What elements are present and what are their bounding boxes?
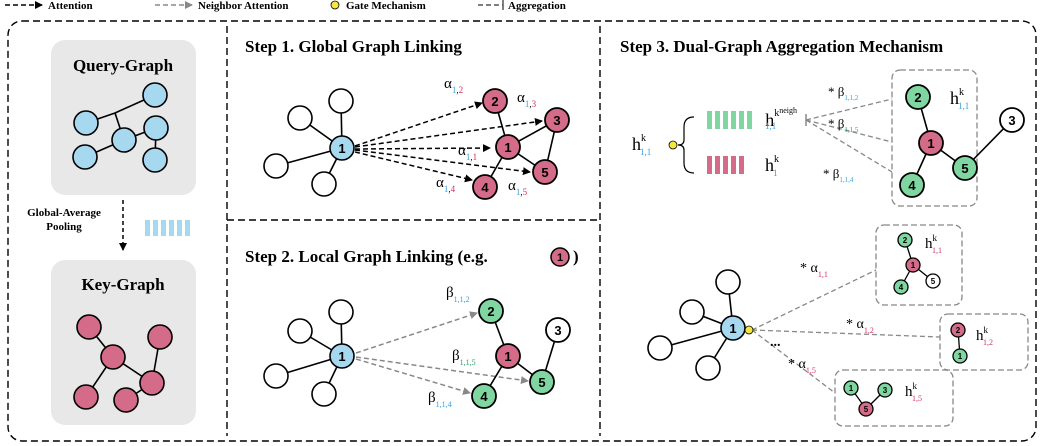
step2-panel: Step 2. Local Graph Linking (e.g. 1 ) 1 [245,247,579,409]
svg-text:* α1,5: * α1,5 [788,357,816,375]
step3-ellipsis: ... [770,335,781,350]
svg-text:1: 1 [338,349,345,364]
step1-title: Step 1. Global Graph Linking [245,37,462,56]
svg-text:α1,4: α1,4 [436,175,456,194]
legend-attention: Attention [48,0,93,12]
svg-text:1: 1 [504,349,511,364]
svg-text:1: 1 [338,141,345,156]
left-panel: Query-Graph Global-Average Pooling [27,40,196,425]
svg-text:α1,5: α1,5 [508,178,528,197]
svg-text:4: 4 [899,283,904,292]
step3-box-a [875,224,963,306]
step3-panel: Step 3. Dual-Graph Aggregation Mechanism… [620,37,1029,427]
svg-text:β1,1,5: β1,1,5 [452,348,476,367]
svg-text:1: 1 [927,136,934,151]
legend: Attention Neighbor Attention Gate Mechan… [5,0,566,12]
svg-text:3: 3 [553,113,560,128]
step3-query-graph [647,269,741,381]
pooling-label-1: Global-Average [27,207,101,219]
step2-center-node [329,343,355,369]
svg-text:1: 1 [958,352,963,361]
svg-text:* β1,1,4: * β1,1,4 [823,166,854,184]
svg-text:1: 1 [729,321,736,336]
pooling-label-2: Pooling [46,221,82,233]
legend-gate: Gate Mechanism [346,0,426,12]
svg-text:* α1,1: * α1,1 [800,261,828,279]
svg-text:4: 4 [481,180,489,195]
svg-text:5: 5 [864,405,869,414]
svg-text:α1,2: α1,2 [444,76,463,95]
svg-text:1: 1 [911,261,916,270]
step2-title: Step 2. Local Graph Linking (e.g. [245,247,488,266]
svg-text:5: 5 [961,161,968,176]
step3-aggregation-lines [805,98,893,173]
svg-text:* α1,2: * α1,2 [846,317,874,335]
step3-hneigh-vector [707,111,752,129]
step3-box-c [834,369,954,427]
step3-beta-labels: * β1,1,2 * β1,1,5 * β1,1,4 [823,84,859,184]
svg-text:hk1,5: hk 1,5 [905,381,922,403]
step3-title: Step 3. Dual-Graph Aggregation Mechanism [620,37,943,56]
svg-text:3: 3 [1008,113,1015,128]
step2-neighbor-arrows [355,311,529,395]
svg-text:1: 1 [504,140,511,155]
step3-alpha-lines [751,269,941,394]
step1-query-graph [263,88,354,197]
legend-aggregation: Aggregation [508,0,566,12]
svg-text:2: 2 [491,94,498,109]
svg-text:3: 3 [883,386,888,395]
svg-text:5: 5 [541,165,548,180]
step2-beta-labels: β1,1,2 β1,1,5 β1,1,4 [428,285,476,409]
query-graph [72,82,169,173]
query-graph-title: Query-Graph [73,56,174,75]
svg-text:4: 4 [480,389,488,404]
svg-text:3: 3 [554,323,561,338]
step1-panel: Step 1. Global Graph Linking 1 [245,37,570,200]
step3-h-plain: hk 1 [765,154,779,178]
step3-box1-h: hk 1,1 [950,87,969,111]
step3-neighbor-box [891,69,978,207]
step1-center-node [329,135,355,161]
step3-h-neigh: hkneigh 1,1 [765,106,797,131]
key-graph [73,314,173,413]
svg-text:5: 5 [538,375,545,390]
step3-gate-icon-2 [744,325,754,335]
legend-neighbor-attention: Neighbor Attention [198,0,289,12]
svg-text:2: 2 [903,236,908,245]
step3-brace [677,116,695,174]
step2-title-node-icon [550,247,570,267]
step3-gate-icon [668,140,678,150]
svg-text:β1,1,4: β1,1,4 [428,390,452,409]
gate-icon [330,0,340,10]
svg-text:): ) [573,247,579,266]
svg-text:2: 2 [956,326,961,335]
step3-h-input: hk 1,1 [632,133,651,157]
outer-frame [7,20,1037,442]
svg-text:1: 1 [557,252,563,264]
svg-text:β1,1,2: β1,1,2 [446,285,470,304]
svg-text:* β1,1,5: * β1,1,5 [828,116,859,134]
svg-text:hk1,1: hk 1,1 [925,233,942,255]
key-graph-title: Key-Graph [81,275,165,294]
svg-text:α1,3: α1,3 [517,90,537,109]
svg-text:1: 1 [849,384,854,393]
step3-box-b [939,313,1029,371]
step1-alpha-labels: α1,2 α1,3 α1,1 α1,4 α1,5 [436,76,537,197]
step3-h-vector [707,156,744,174]
svg-text:α1,1: α1,1 [458,143,477,162]
svg-text:2: 2 [914,90,921,105]
svg-text:5: 5 [931,277,936,286]
step1-attention-arrows [354,101,543,183]
svg-text:* β1,1,2: * β1,1,2 [828,84,859,102]
svg-text:4: 4 [908,178,916,193]
step1-key-nodes: 2 3 1 5 4 [472,88,570,200]
svg-text:2: 2 [487,304,494,319]
step3-alpha-labels: * α1,1 * α1,2 * α1,5 [788,261,874,375]
step2-key-nodes: 2 3 1 5 4 [471,298,571,409]
pooled-vector [145,220,190,236]
step3-center-node [720,315,746,341]
svg-text:hk1,2: hk 1,2 [976,325,993,347]
